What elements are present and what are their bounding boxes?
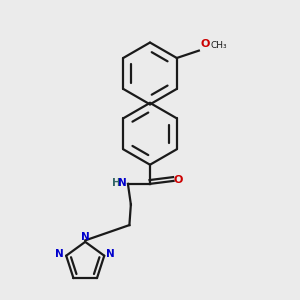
Text: N: N	[118, 178, 126, 188]
Text: N: N	[106, 249, 115, 259]
Text: N: N	[81, 232, 90, 242]
Text: H: H	[112, 178, 121, 188]
Text: N: N	[55, 249, 64, 259]
Text: O: O	[200, 39, 210, 49]
Text: CH₃: CH₃	[211, 41, 227, 50]
Text: O: O	[174, 175, 183, 185]
